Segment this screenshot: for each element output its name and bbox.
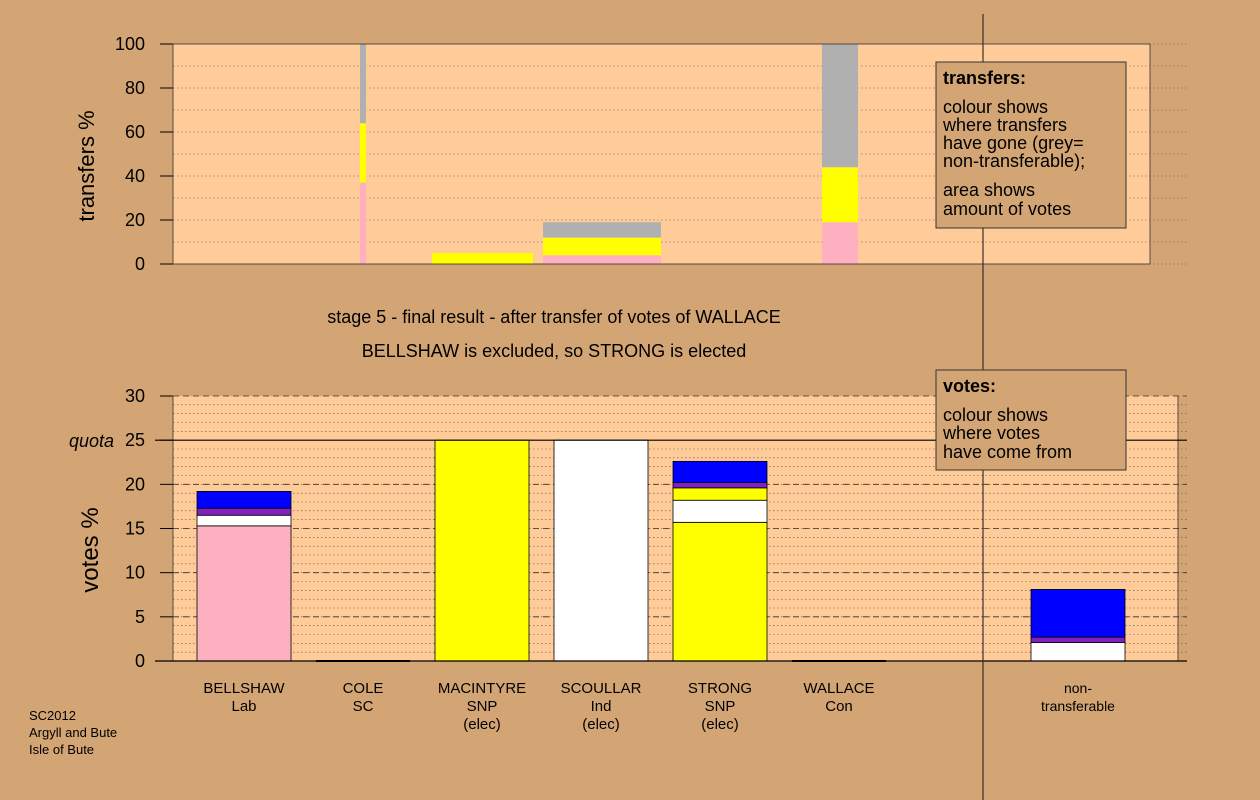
transfers-legend-line: where transfers [942,115,1067,135]
vote-segment [672,482,768,489]
votes-legend-line: where votes [942,423,1040,443]
category-label: transferable [1041,698,1115,714]
votes-tick-label: 0 [135,651,145,671]
votes-y-ticks: 0 5 10 15 20 25 30 [125,386,173,671]
category-label: (elec) [701,716,739,733]
votes-legend: votes: colour shows where votes have com… [935,369,1127,471]
transfer-segment-scoullar [543,237,661,256]
stage-headline: stage 5 - final result - after transfer … [327,307,781,327]
vote-segment [434,439,530,662]
footnote-election: SC2012 [29,708,76,723]
stage-result: BELLSHAW is excluded, so STRONG is elect… [362,341,746,361]
category-label: (elec) [582,716,620,733]
category-label: SNP [705,698,736,715]
transfers-legend-line: non-transferable); [943,151,1085,171]
transfers-tick-label: 0 [135,254,145,274]
transfer-segment-bellshaw [360,123,366,183]
vote-segment [672,521,768,662]
transfers-legend-line: have gone (grey= [943,133,1084,153]
category-label: SCOULLAR [561,680,642,697]
category-label: Ind [591,698,612,715]
votes-tick-label: 5 [135,607,145,627]
footnote-council: Argyll and Bute [29,725,117,740]
category-label: WALLACE [803,680,874,697]
transfer-segment-wallace [822,44,858,168]
vote-segment [553,439,649,662]
votes-legend-title: votes: [943,376,996,396]
transfers-legend-title: transfers: [943,68,1026,88]
vote-segment [672,499,768,523]
transfers-tick-label: 60 [125,122,145,142]
category-label: COLE [343,680,384,697]
vote-segment [672,487,768,501]
votes-category-labels: BELLSHAWLabCOLESCMACINTYRESNP(elec)SCOUL… [203,680,1115,733]
transfer-segment-bellshaw [360,182,366,264]
category-label: Con [825,698,853,715]
vote-segment [196,514,292,527]
votes-tick-label: 30 [125,386,145,406]
vote-segment [196,507,292,516]
vote-segment [1030,589,1126,638]
transfers-tick-label: 40 [125,166,145,186]
transfers-tick-label: 100 [115,34,145,54]
transfers-tick-label: 20 [125,210,145,230]
category-label: SC [353,698,374,715]
category-label: BELLSHAW [203,680,285,697]
transfer-segment-wallace [822,222,858,264]
votes-legend-line: colour shows [943,405,1048,425]
transfers-legend-line: amount of votes [943,199,1071,219]
category-label: Lab [231,698,256,715]
quota-label: quota [69,431,114,451]
vote-segment [1030,636,1126,643]
transfer-segment-scoullar [543,255,661,264]
vote-segment [1030,642,1126,662]
transfers-bars [360,44,858,264]
transfers-legend-line: area shows [943,180,1035,200]
category-label: (elec) [463,716,501,733]
transfer-segment-macintyre [432,253,533,264]
category-label: non- [1064,680,1092,696]
vote-segment [196,490,292,509]
votes-legend-box [935,369,1127,471]
transfers-plot-frame [172,43,1151,265]
transfers-legend: transfers: colour shows where transfers … [935,61,1127,229]
transfers-y-axis-label: transfers % [74,110,99,221]
votes-tick-label: 15 [125,519,145,539]
category-label: SNP [467,698,498,715]
transfers-legend-line: colour shows [943,97,1048,117]
votes-y-axis-label: votes % [77,507,104,592]
transfer-segment-bellshaw [360,44,366,124]
votes-tick-label: 10 [125,563,145,583]
category-label: STRONG [688,680,752,697]
transfers-legend-box [935,61,1127,229]
transfer-segment-wallace [822,167,858,223]
transfer-segment-scoullar [543,222,661,238]
vote-segment [196,525,292,662]
transfers-y-ticks: 0 20 40 60 80 100 [115,34,173,274]
category-label: MACINTYRE [438,680,526,697]
votes-legend-line: have come from [943,442,1072,462]
footnote-ward: Isle of Bute [29,742,94,757]
votes-tick-label: 20 [125,474,145,494]
votes-bars [196,439,1126,662]
transfers-tick-label: 80 [125,78,145,98]
vote-segment [672,460,768,483]
votes-tick-label: 25 [125,430,145,450]
